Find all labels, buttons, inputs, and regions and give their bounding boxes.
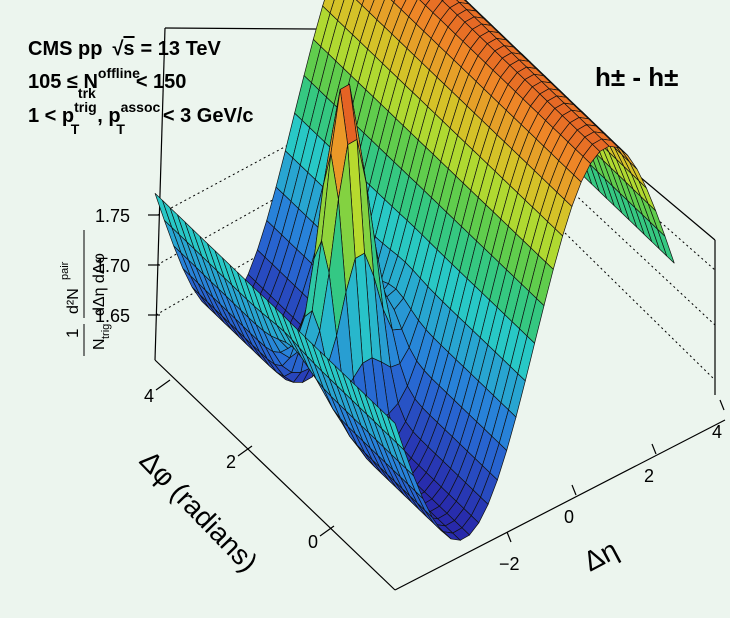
x-tick-mark <box>571 484 577 496</box>
z-tick-label: 1.70 <box>95 256 130 276</box>
multiplicity-label: 105 ≤ Noffline trk < 150 <box>28 65 186 101</box>
y-tick-label: 2 <box>226 452 236 472</box>
svg-text:d²N: d²N <box>65 288 82 314</box>
z-tick-label: 1.75 <box>95 206 130 226</box>
svg-text:pair: pair <box>59 261 71 280</box>
z-tick-label: 1.65 <box>95 306 130 326</box>
x-tick-label: 4 <box>712 422 722 442</box>
z-axis-label: 1 N trig d²N pair dΔη dΔφ <box>59 230 112 356</box>
axis-lines <box>154 359 726 591</box>
pt-label: 1 < ptrig T, passoc T< 3 GeV/c <box>28 99 254 137</box>
x-tick-label: −2 <box>499 554 520 574</box>
y-tick-mark <box>155 379 171 391</box>
y-axis-label: Δφ (radians) <box>134 445 264 578</box>
surface-cell <box>387 415 405 451</box>
axis-ticks: 1.65 1.70 1.75 0 2 4 −2 0 2 4 <box>95 206 725 574</box>
y-tick-mark <box>237 445 253 457</box>
y-tick-label: 4 <box>144 386 154 406</box>
svg-text:N: N <box>91 338 108 350</box>
surface-mesh <box>154 0 675 541</box>
x-tick-mark <box>651 443 657 455</box>
x-tick-mark <box>719 399 725 411</box>
experiment-label: CMS pp √s = 13 TeV <box>28 38 221 60</box>
y-tick-mark <box>319 525 335 537</box>
svg-text:trig: trig <box>100 324 112 339</box>
x-axis-label: Δη <box>578 534 623 577</box>
x-tick-mark <box>506 531 512 543</box>
y-tick-label: 0 <box>308 532 318 552</box>
header: CMS pp √s = 13 TeV 105 ≤ Noffline trk < 150 … <box>28 38 678 137</box>
svg-text:1: 1 <box>63 329 82 338</box>
x-tick-label: 2 <box>644 466 654 486</box>
svg-text:dΔη dΔφ: dΔη dΔφ <box>91 253 108 316</box>
x-tick-label: 0 <box>564 507 574 527</box>
pair-label: h± - h± <box>595 62 678 92</box>
